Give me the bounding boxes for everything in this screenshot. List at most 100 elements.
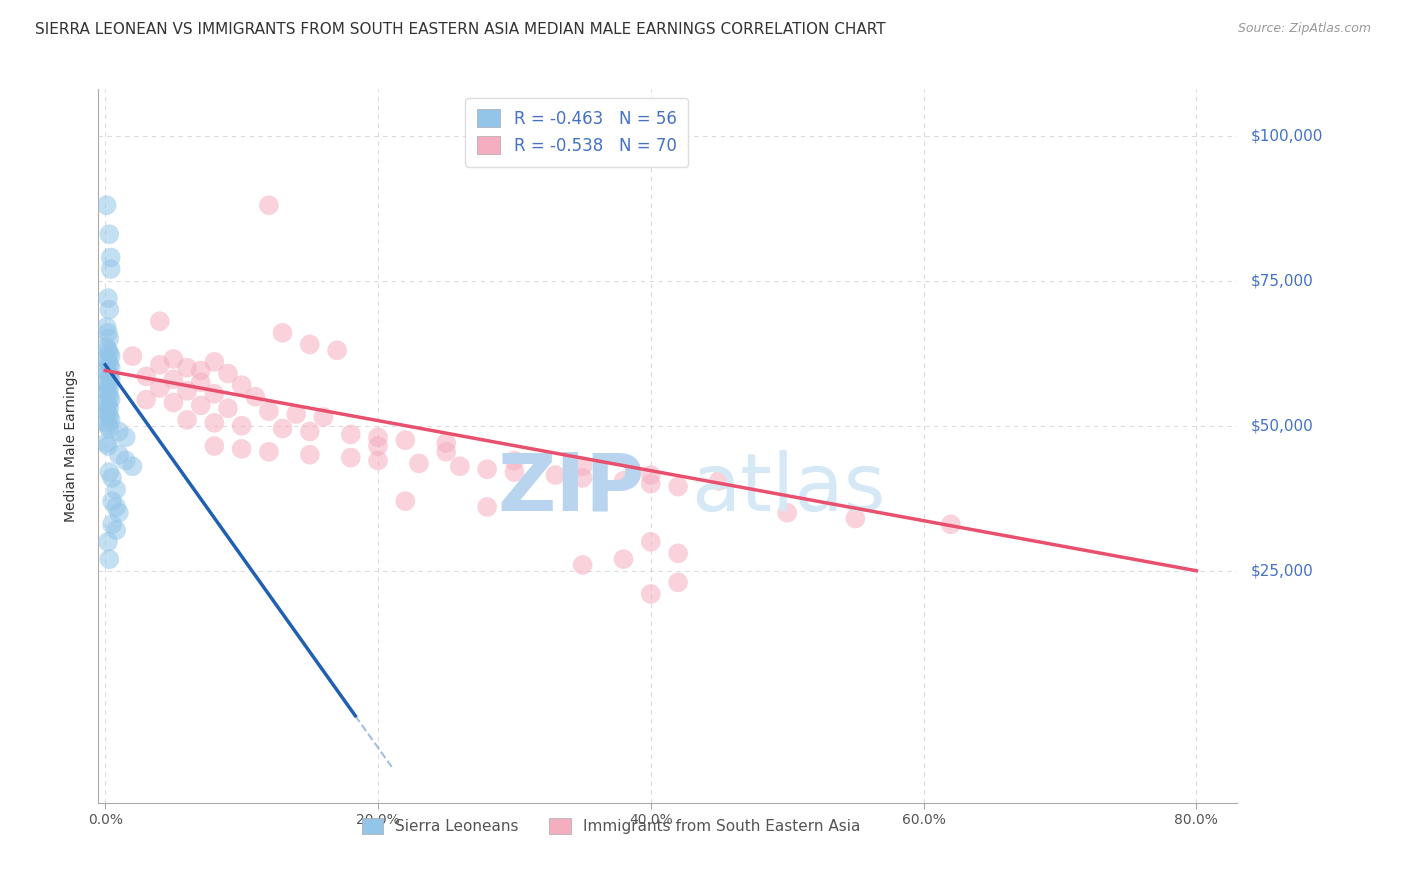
Point [97,367,120,381]
Point [98,346,121,360]
Point [939,517,962,532]
Point [394,494,416,508]
Point [339,450,361,465]
Point [100,392,122,407]
Point [408,457,430,471]
Point [97,407,120,421]
Point [97,418,120,433]
Point [367,439,389,453]
Point [503,465,526,479]
Point [108,506,131,520]
Point [149,381,172,395]
Point [97,534,120,549]
Point [97,398,120,412]
Point [149,314,172,328]
Point [217,401,239,416]
Point [105,523,128,537]
Point [97,355,120,369]
Point [190,363,212,377]
Point [98,369,121,384]
Point [101,517,124,532]
Point [98,381,121,395]
Point [257,404,280,418]
Point [98,401,121,416]
Point [100,262,122,277]
Point [231,378,253,392]
Point [245,390,267,404]
Point [202,416,225,430]
Point [96,416,118,430]
Point [202,439,225,453]
Text: $100,000: $100,000 [1251,128,1323,143]
Point [101,494,124,508]
Point [544,468,567,483]
Point [100,413,122,427]
Point [96,320,118,334]
Point [326,343,349,358]
Point [640,476,662,491]
Point [257,445,280,459]
Point [96,436,118,450]
Point [96,395,118,409]
Point [298,337,321,351]
Point [298,448,321,462]
Point [98,465,121,479]
Legend: Sierra Leoneans, Immigrants from South Eastern Asia: Sierra Leoneans, Immigrants from South E… [352,807,870,845]
Point [217,367,239,381]
Point [96,351,118,366]
Point [707,474,730,488]
Point [257,198,280,212]
Point [190,398,212,412]
Point [434,445,457,459]
Point [100,360,122,375]
Point [114,453,136,467]
Point [100,349,122,363]
Point [114,430,136,444]
Point [231,442,253,456]
Point [98,227,121,242]
Point [449,459,471,474]
Point [97,326,120,340]
Point [312,409,335,424]
Point [640,534,662,549]
Point [612,552,634,566]
Point [202,355,225,369]
Text: $75,000: $75,000 [1251,273,1315,288]
Point [434,436,457,450]
Point [100,251,122,265]
Point [98,552,121,566]
Y-axis label: Median Male Earnings: Median Male Earnings [63,369,77,523]
Point [202,386,225,401]
Text: Source: ZipAtlas.com: Source: ZipAtlas.com [1237,22,1371,36]
Point [96,375,118,389]
Point [97,291,120,305]
Point [100,372,122,386]
Point [666,480,689,494]
Point [776,506,799,520]
Point [640,587,662,601]
Text: SIERRA LEONEAN VS IMMIGRANTS FROM SOUTH EASTERN ASIA MEDIAN MALE EARNINGS CORREL: SIERRA LEONEAN VS IMMIGRANTS FROM SOUTH … [35,22,886,37]
Point [149,358,172,372]
Point [97,386,120,401]
Point [571,558,593,572]
Point [666,575,689,590]
Point [135,369,157,384]
Point [612,474,634,488]
Point [231,418,253,433]
Point [108,448,131,462]
Point [96,404,118,418]
Point [640,468,662,483]
Point [844,511,866,525]
Point [176,413,198,427]
Point [96,340,118,354]
Point [394,433,416,447]
Point [503,453,526,467]
Point [176,384,198,398]
Point [135,392,157,407]
Text: atlas: atlas [690,450,884,528]
Point [271,421,294,435]
Point [162,372,184,386]
Point [105,500,128,514]
Point [98,409,121,424]
Point [96,198,118,212]
